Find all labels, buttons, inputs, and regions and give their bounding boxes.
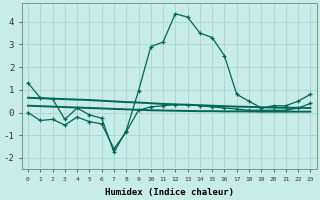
X-axis label: Humidex (Indice chaleur): Humidex (Indice chaleur) <box>105 188 234 197</box>
